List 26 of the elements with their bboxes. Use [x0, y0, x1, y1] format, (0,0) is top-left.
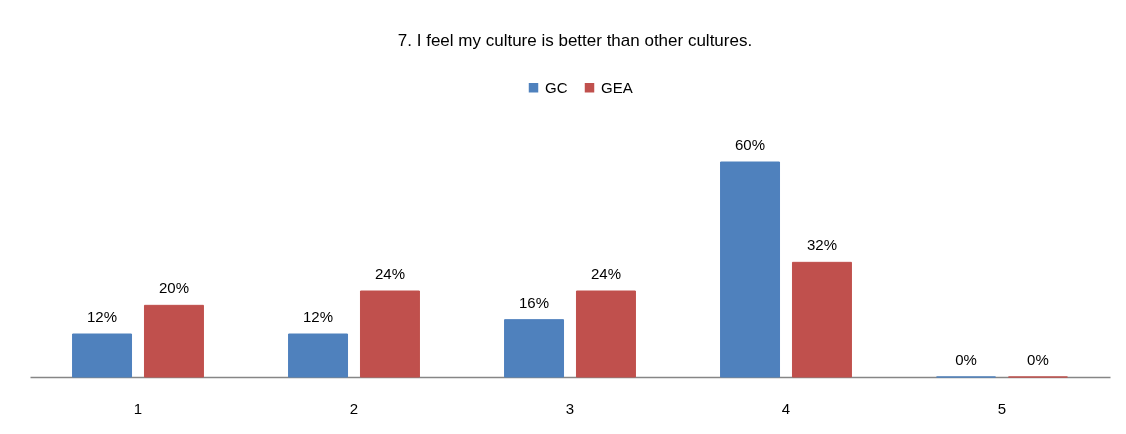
data-label: 0% — [955, 351, 977, 368]
chart-title: 7. I feel my culture is better than other cultures. — [397, 31, 753, 50]
data-label: 16% — [519, 293, 550, 311]
bar — [720, 161, 781, 378]
data-label: 32% — [806, 236, 837, 254]
bar — [143, 304, 204, 378]
bar — [504, 319, 565, 378]
x-tick-label: 3 — [565, 399, 575, 417]
data-label: 24% — [374, 265, 405, 282]
legend-label: GEA — [601, 78, 633, 96]
legend-label: GC — [545, 78, 568, 96]
data-label: 60% — [735, 136, 766, 153]
bar — [359, 290, 420, 378]
x-tick-label: 5 — [997, 399, 1007, 417]
data-label: 24% — [590, 265, 621, 282]
bar — [575, 290, 636, 378]
data-label: 12% — [87, 308, 118, 325]
x-tick-label: 1 — [133, 399, 143, 417]
data-label: 12% — [303, 308, 334, 325]
bar — [72, 333, 133, 378]
x-tick-label: 2 — [349, 399, 359, 417]
data-label: 20% — [158, 279, 189, 297]
bar — [791, 261, 852, 378]
bar — [288, 333, 349, 378]
data-label: 0% — [1027, 351, 1049, 368]
x-tick-label: 4 — [781, 399, 791, 417]
